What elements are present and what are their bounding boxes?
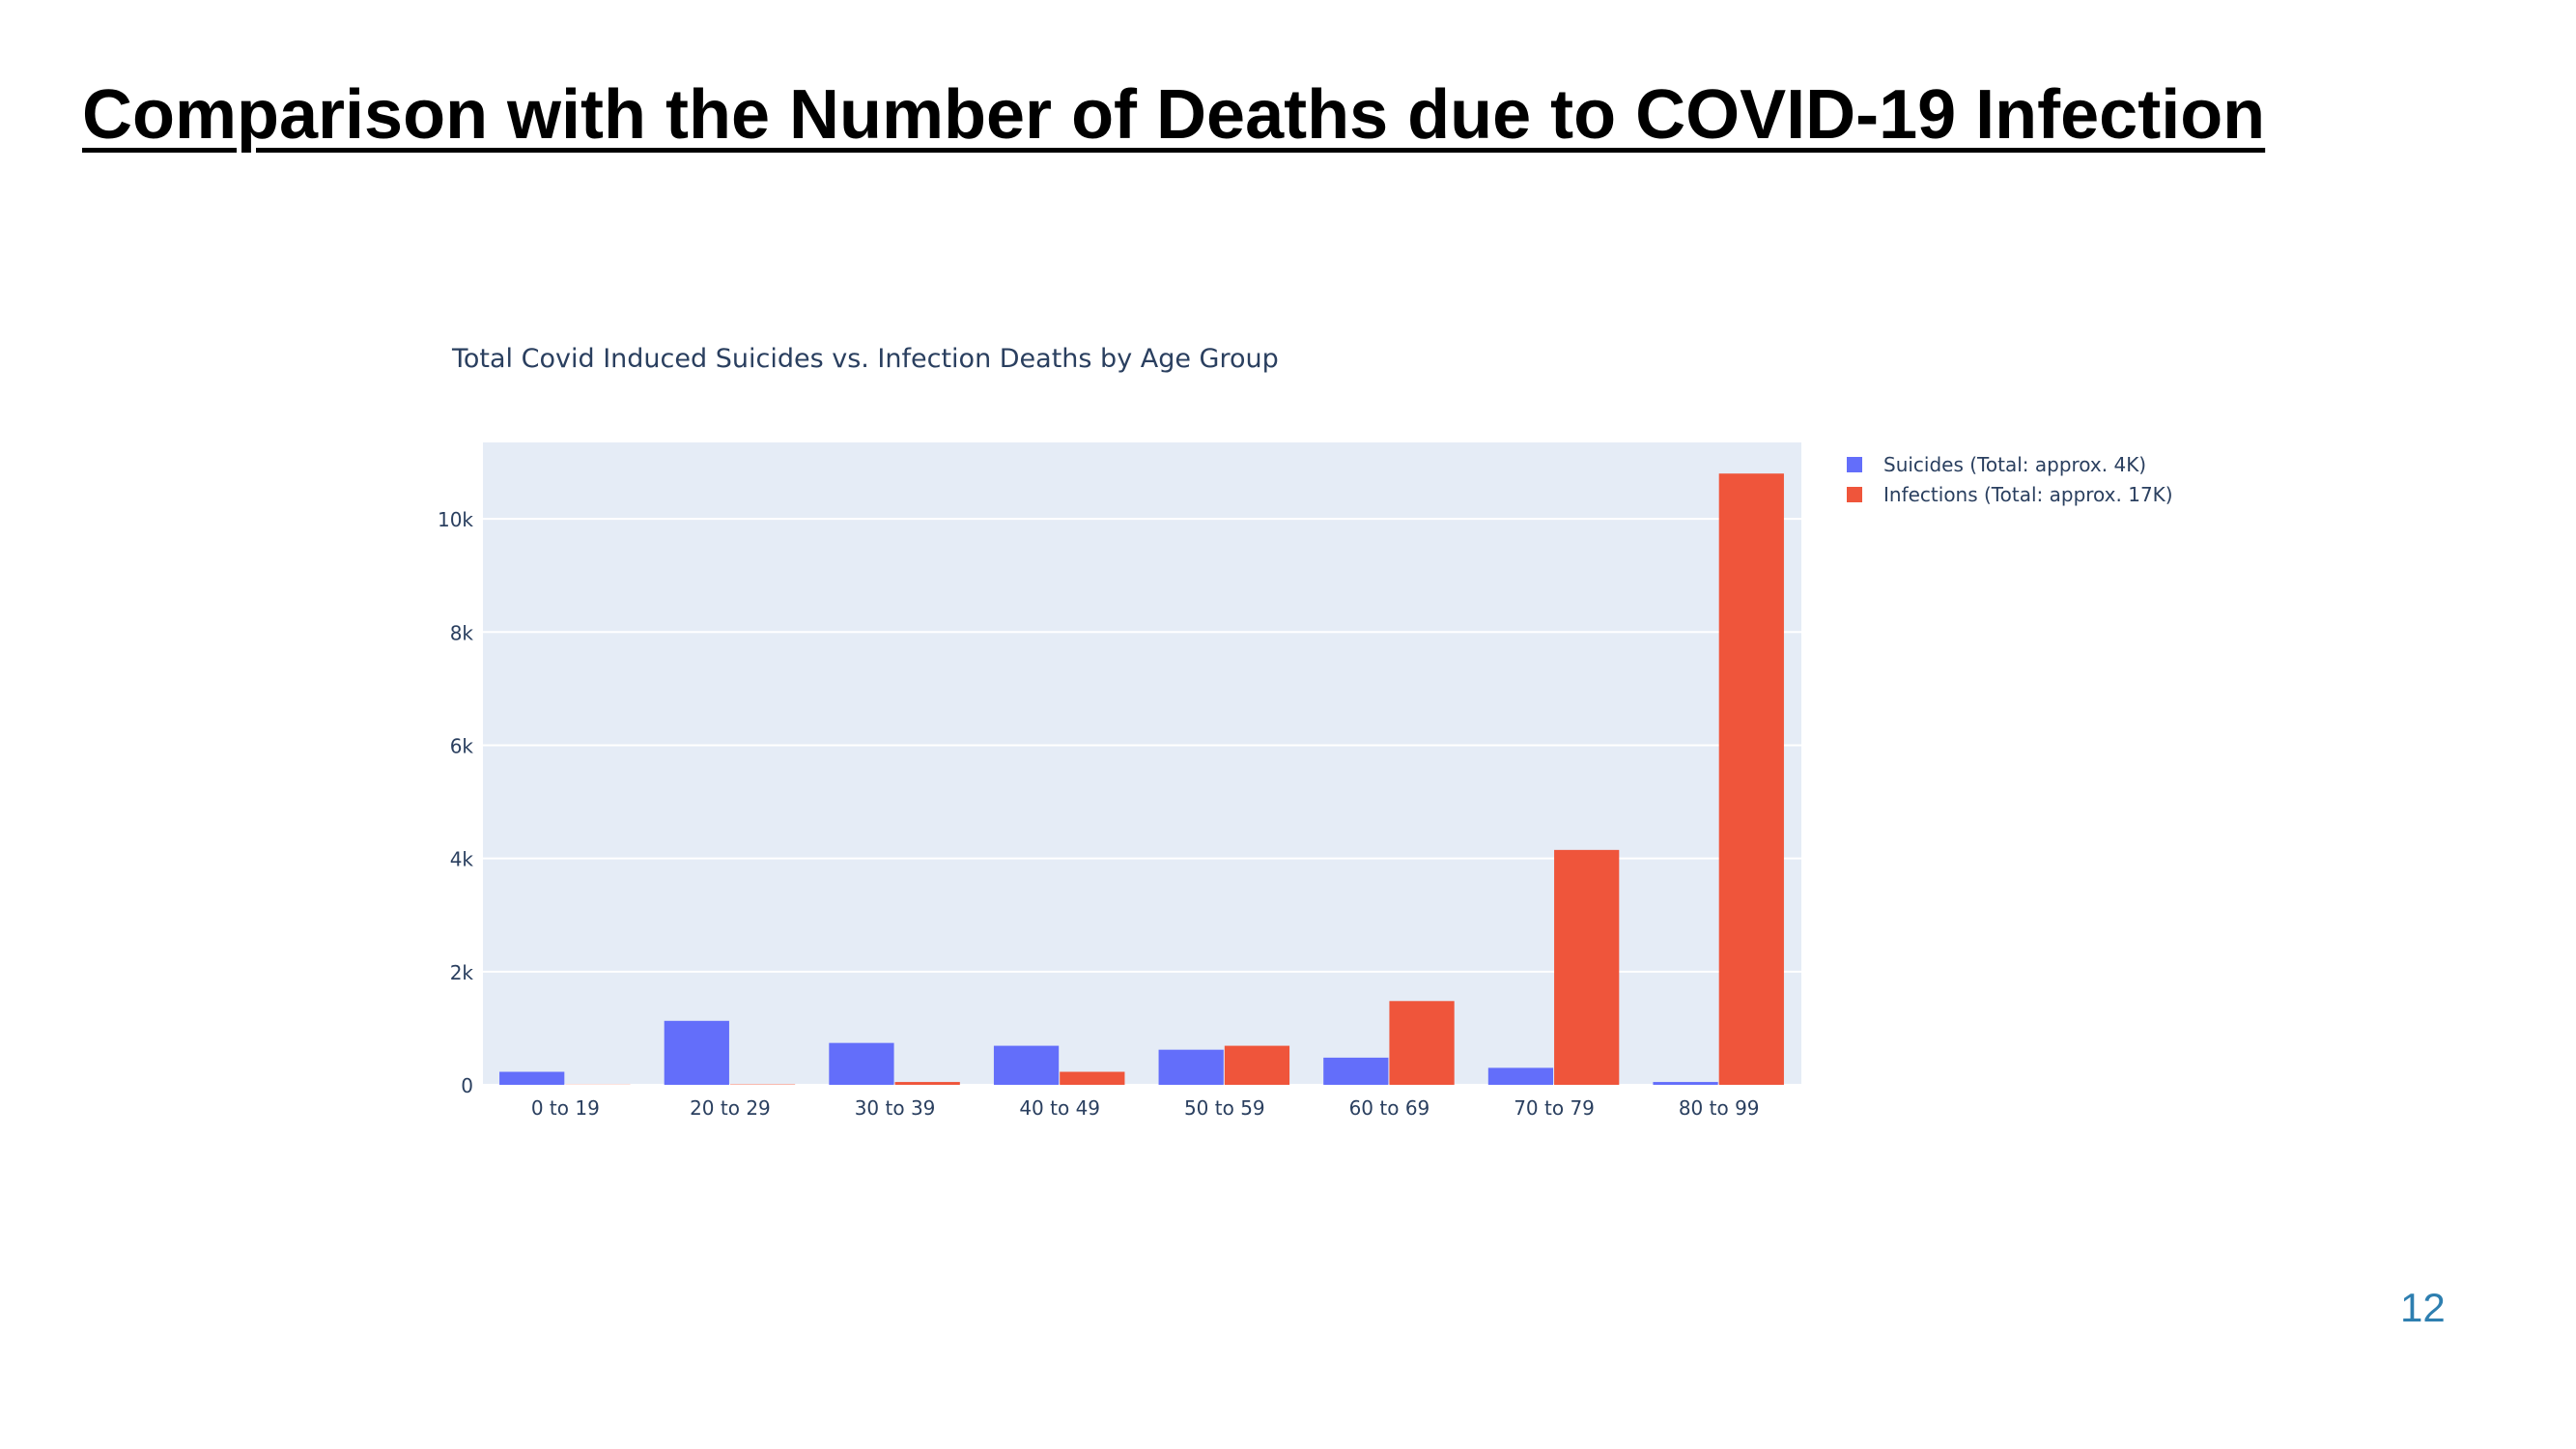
page-number: 12 [2400,1285,2446,1330]
bar-infections [1389,1001,1455,1085]
bar-suicides [499,1071,565,1085]
bar-infections [894,1082,960,1085]
bar-suicides [1653,1082,1718,1085]
bar-infections [1554,849,1620,1085]
legend-label: Infections (Total: approx. 17K) [1883,483,2173,506]
bar-infections [1224,1045,1290,1085]
bar-suicides [1487,1067,1554,1085]
y-tick-label: 2k [450,961,474,984]
slide-title: Comparison with the Number of Deaths due… [82,76,2266,154]
bar-suicides [829,1042,894,1085]
bar-suicides [993,1045,1060,1085]
bar-suicides [1158,1049,1224,1085]
y-tick-label: 0 [461,1074,473,1097]
x-tick-label: 40 to 49 [1019,1096,1100,1120]
bar-suicides [1323,1057,1389,1085]
legend: Suicides (Total: approx. 4K) Infections (… [1847,453,2173,506]
x-tick-label: 0 to 19 [531,1096,600,1120]
chart-title: Total Covid Induced Suicides vs. Infecti… [451,344,1279,374]
x-tick-label: 20 to 29 [690,1096,771,1120]
bar-infections [1060,1071,1125,1085]
y-tick-label: 6k [450,734,474,757]
x-tick-label: 70 to 79 [1514,1096,1595,1120]
legend-item[interactable]: Infections (Total: approx. 17K) [1847,483,2173,506]
legend-swatch [1847,487,1862,502]
x-tick-label: 60 to 69 [1349,1096,1430,1120]
bar-infections [1718,473,1784,1085]
legend-swatch [1847,457,1862,472]
legend-label: Suicides (Total: approx. 4K) [1883,453,2146,476]
legend-item[interactable]: Suicides (Total: approx. 4K) [1847,453,2146,476]
y-axis: 0 2k 4k 6k 8k 10k [438,508,473,1097]
y-tick-label: 10k [438,508,473,531]
x-tick-label: 80 to 99 [1679,1096,1760,1120]
x-tick-label: 50 to 59 [1184,1096,1265,1120]
bar-suicides [664,1020,729,1085]
x-axis: 0 to 19 20 to 29 30 to 39 40 to 49 50 to 59 6… [531,1096,1760,1120]
bars [499,473,1784,1085]
x-tick-label: 30 to 39 [855,1096,936,1120]
y-tick-label: 4k [450,848,474,871]
y-tick-label: 8k [450,621,474,644]
